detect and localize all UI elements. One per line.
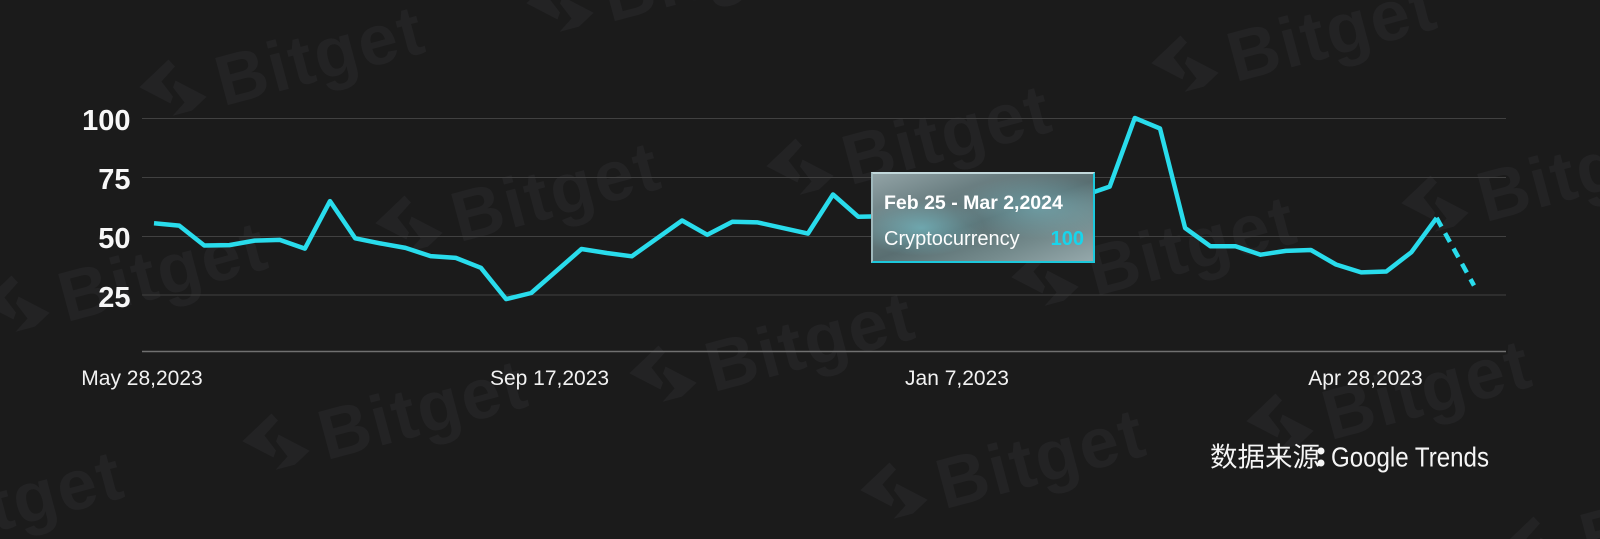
svg-text:Google Trends: Google Trends xyxy=(1331,442,1489,473)
